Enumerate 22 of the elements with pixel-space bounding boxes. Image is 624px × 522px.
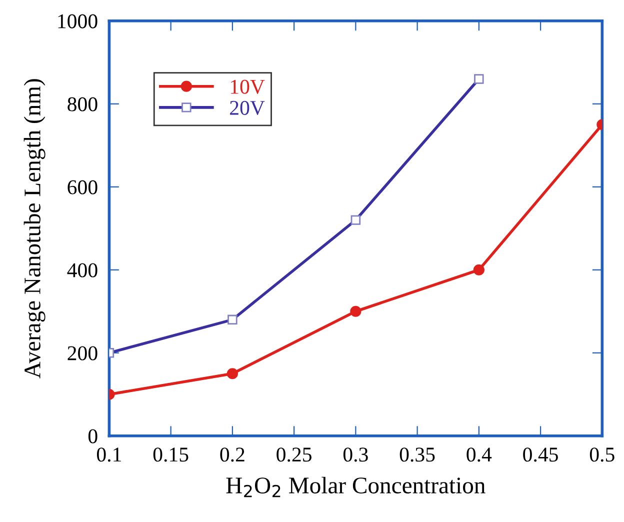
y-axis-title: Average Nanotube Length (nm): [24, 79, 46, 378]
legend-label: 10V: [230, 80, 265, 94]
point: [473, 264, 484, 276]
legend-label: 20V: [230, 100, 265, 116]
x-tick-label: 0.5: [590, 448, 614, 462]
y-tick-label: 400: [67, 263, 98, 278]
x-tick-label: 0.3: [343, 448, 368, 462]
x-tick-label: 0.2: [220, 448, 244, 462]
y-tick-label: 800: [68, 97, 98, 112]
x-tick-label: 0.35: [400, 448, 435, 462]
x-tick-label: 0.1: [96, 448, 121, 462]
x-axis-title: H$_{2}$O$_{2}$ Molar Concentration: [226, 476, 486, 498]
x-tick-label: 0.4: [466, 448, 492, 462]
x-tick-label: 0.45: [523, 448, 558, 462]
y-tick-label: 0: [88, 429, 98, 444]
x-tick-label: 0.15: [153, 448, 188, 462]
point: [226, 368, 238, 380]
point: [350, 306, 362, 317]
y-tick-label: 600: [68, 180, 98, 194]
x-tick-label: 0.25: [276, 448, 312, 462]
y-tick-label: 200: [68, 346, 98, 360]
y-tick-label: 1000: [58, 14, 98, 28]
